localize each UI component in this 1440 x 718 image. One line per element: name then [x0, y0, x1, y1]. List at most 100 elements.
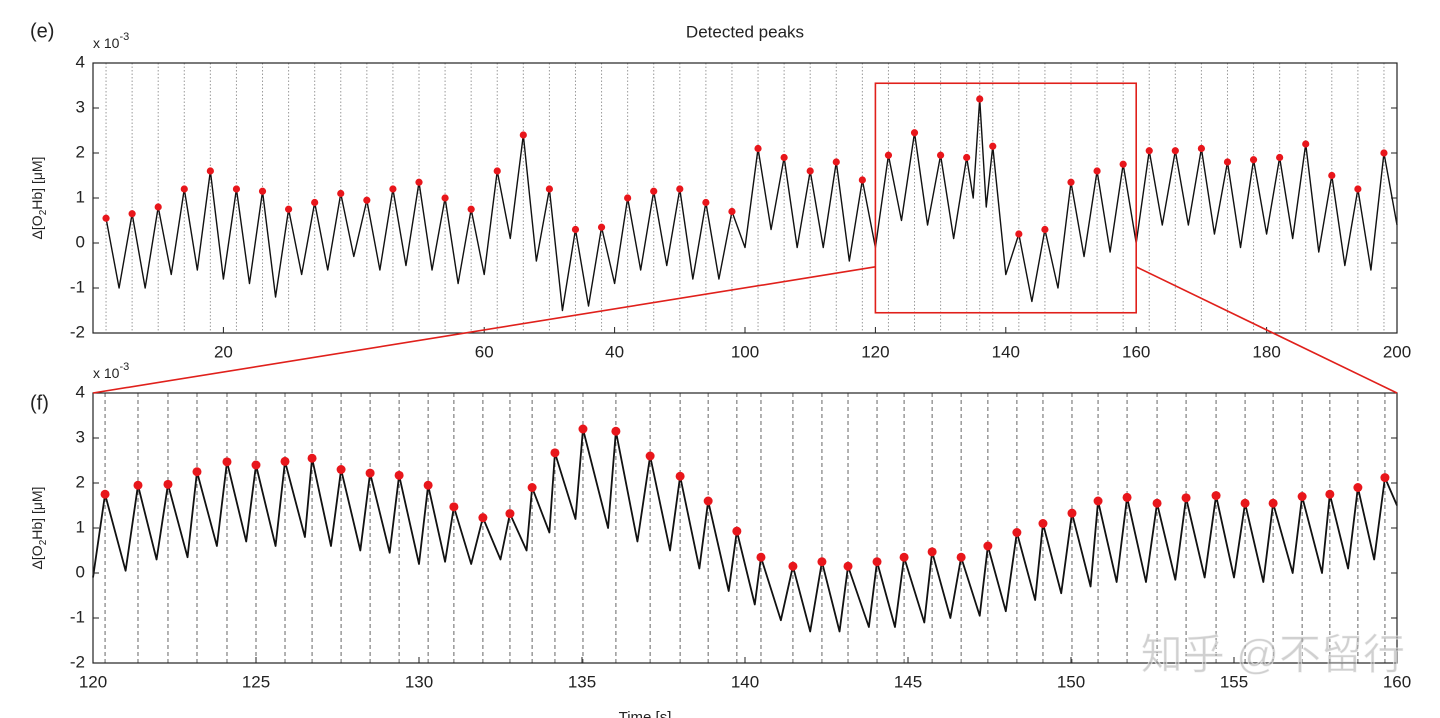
peak-marker — [899, 552, 909, 562]
x-tick-label: 100 — [731, 342, 759, 361]
peak-marker — [222, 457, 232, 467]
y-tick-label: 3 — [76, 427, 85, 446]
x-tick-label: 20 — [214, 342, 233, 361]
peak-marker — [788, 561, 798, 571]
peak-marker — [832, 158, 840, 166]
peak-marker — [478, 513, 488, 523]
peak-marker — [441, 194, 449, 202]
x-tick-label: 140 — [992, 342, 1020, 361]
peak-marker — [1302, 140, 1310, 148]
y-tick-label: 1 — [76, 517, 85, 536]
peak-marker — [597, 223, 606, 231]
peak-marker — [571, 225, 580, 234]
x-tick-label: 130 — [405, 672, 433, 691]
peak-marker — [1015, 230, 1023, 238]
peak-marker — [206, 167, 214, 175]
y-tick-label: 0 — [76, 562, 85, 581]
peak-marker — [1038, 519, 1048, 528]
peak-marker — [1353, 483, 1363, 492]
panel-label: (e) — [30, 20, 54, 42]
y-label-sub: 2 — [38, 539, 49, 545]
peak-marker — [732, 526, 742, 536]
peak-marker — [843, 561, 853, 571]
peak-marker — [1211, 491, 1221, 501]
x-tick-label: 145 — [894, 672, 922, 691]
peak-marker — [1249, 156, 1258, 164]
peak-marker — [1297, 492, 1307, 501]
peak-marker — [676, 185, 684, 193]
peak-marker — [780, 153, 788, 162]
peak-marker — [415, 178, 423, 186]
peak-marker — [872, 557, 882, 567]
multiplier-base: x 10 — [93, 35, 120, 51]
peak-marker — [258, 187, 267, 195]
peak-marker — [1223, 158, 1232, 166]
y-tick-label: 0 — [76, 232, 85, 251]
peak-marker — [884, 151, 893, 159]
x-tick-label: 180 — [1252, 342, 1280, 361]
signal-line — [105, 98, 1398, 312]
y-label-part: Δ[O — [29, 545, 45, 569]
peak-marker — [1197, 144, 1205, 153]
peak-marker — [578, 424, 588, 434]
peak-marker — [163, 479, 173, 489]
plot-frame — [92, 62, 1398, 334]
peak-marker — [363, 196, 371, 204]
peak-marker — [1041, 225, 1049, 234]
peak-marker — [702, 198, 710, 207]
x-tick-label: 40 — [605, 342, 624, 361]
peak-marker — [102, 214, 110, 222]
peak-marker — [1171, 147, 1179, 155]
plot-frame — [92, 392, 1398, 664]
peak-marker — [192, 467, 202, 477]
peak-marker — [937, 151, 945, 159]
peak-marker — [611, 426, 621, 436]
peak-marker — [983, 541, 993, 551]
x-tick-label: 155 — [1220, 672, 1248, 691]
peak-marker — [1093, 167, 1101, 175]
peak-marker — [1119, 160, 1127, 168]
multiplier-exponent: -3 — [119, 31, 129, 43]
peak-marker — [756, 552, 766, 562]
y-axis-label: Δ[O2Hb] [μM] — [29, 157, 49, 240]
peak-marker — [1354, 185, 1362, 193]
peak-marker — [493, 167, 501, 175]
peak-marker — [1240, 498, 1250, 508]
peak-marker — [976, 95, 984, 103]
peak-marker — [675, 471, 685, 481]
peak-marker — [728, 207, 736, 216]
x-tick-label: 150 — [1057, 672, 1085, 691]
peak-marker — [550, 448, 560, 458]
zoom-box — [874, 82, 1138, 314]
x-tick-label: 135 — [568, 672, 596, 691]
chart-title: Detected peaks — [686, 22, 804, 41]
zoom-connector — [92, 266, 876, 394]
peak-marker — [817, 557, 827, 567]
peak-marker — [1012, 528, 1022, 537]
peak-marker — [519, 131, 527, 139]
y-tick-label: -2 — [70, 652, 85, 671]
peak-marker — [133, 480, 143, 490]
peak-marker — [1325, 489, 1335, 499]
y-axis-label: Δ[O2Hb] [μM] — [29, 487, 49, 570]
peak-marker — [527, 483, 537, 492]
multiplier: x 10-3 — [93, 361, 129, 381]
peak-marker — [645, 451, 655, 461]
peak-marker — [806, 167, 814, 175]
peak-marker — [910, 129, 919, 137]
y-tick-label: -2 — [70, 322, 85, 341]
watermark: 知乎 @不留行 — [1141, 631, 1405, 678]
y-tick-label: -1 — [70, 607, 85, 626]
peak-marker — [365, 468, 375, 478]
peak-marker — [251, 460, 261, 470]
y-label-part: Hb] [μM] — [29, 157, 45, 210]
peak-marker — [423, 480, 433, 490]
x-axis-label: Time [s] — [619, 709, 672, 718]
peak-marker — [307, 453, 317, 463]
x-tick-label: 125 — [242, 672, 270, 691]
peak-marker — [650, 187, 658, 195]
x-tick-label: 120 — [861, 342, 889, 361]
panel-label: (f) — [30, 392, 49, 414]
y-label-part: Hb] [μM] — [29, 487, 45, 540]
